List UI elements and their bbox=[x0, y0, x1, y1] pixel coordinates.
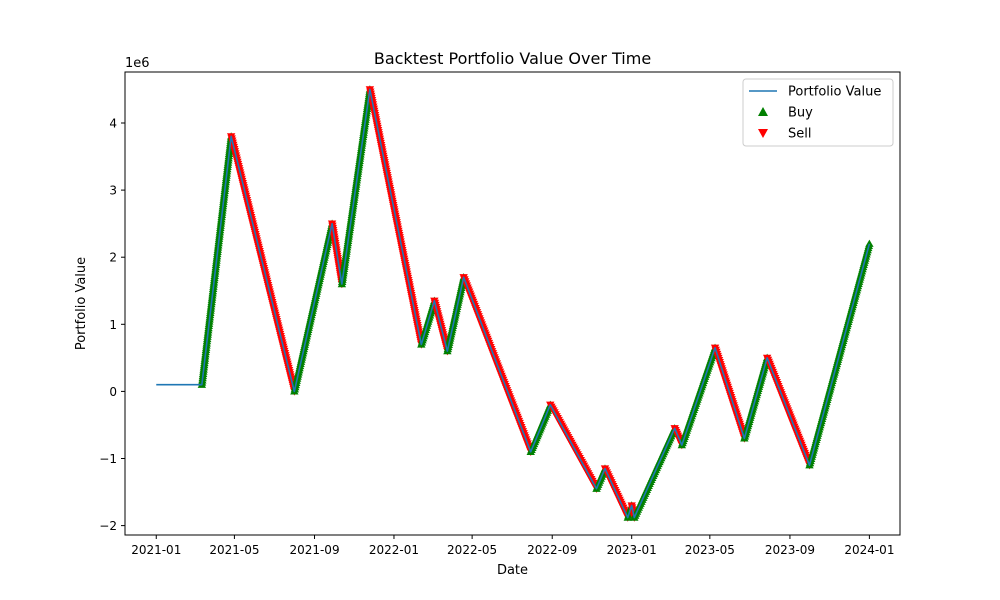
series-layer bbox=[156, 88, 871, 519]
chart-title: Backtest Portfolio Value Over Time bbox=[374, 49, 651, 68]
legend-label-0: Portfolio Value bbox=[788, 85, 881, 100]
legend-label-2: Sell bbox=[788, 127, 811, 142]
y-tick-label-3: 1 bbox=[109, 318, 117, 332]
legend: Portfolio Value Buy Sell bbox=[742, 78, 894, 147]
legend-label-1: Buy bbox=[788, 106, 813, 121]
x-tick-label-7: 2023-05 bbox=[685, 543, 735, 557]
legend-item-1: Buy bbox=[758, 106, 813, 121]
buy-marker-1194 bbox=[865, 239, 874, 247]
y-tick-label-6: 4 bbox=[109, 116, 117, 130]
x-axis-label: Date bbox=[497, 563, 528, 578]
x-axis: 2021-01 2021-05 2021-09 2022-01 2022-05 2022-… bbox=[131, 535, 894, 557]
x-tick-label-0: 2021-01 bbox=[131, 543, 181, 557]
y-axis: −2 −1 0 1 2 3 4 bbox=[99, 116, 125, 533]
y-tick-label-4: 2 bbox=[109, 251, 117, 265]
y-offset-text: 1e6 bbox=[125, 56, 150, 71]
x-tick-label-3: 2022-01 bbox=[369, 543, 419, 557]
x-tick-label-8: 2023-09 bbox=[765, 543, 815, 557]
y-tick-label-1: −1 bbox=[99, 452, 117, 466]
y-tick-label-0: −2 bbox=[99, 519, 117, 533]
x-tick-label-5: 2022-09 bbox=[527, 543, 577, 557]
x-tick-label-4: 2022-05 bbox=[447, 543, 497, 557]
legend-buy-swatch bbox=[758, 107, 768, 116]
plot-frame bbox=[124, 71, 901, 536]
x-tick-label-1: 2021-05 bbox=[209, 543, 259, 557]
legend-item-0: Portfolio Value bbox=[749, 85, 881, 100]
y-axis-label: Portfolio Value bbox=[74, 257, 89, 350]
plot-area bbox=[124, 71, 901, 536]
y-tick-label-2: 0 bbox=[109, 385, 117, 399]
legend-sell-swatch bbox=[758, 129, 768, 138]
legend-item-2: Sell bbox=[758, 127, 811, 142]
x-tick-label-2: 2021-09 bbox=[289, 543, 339, 557]
y-tick-label-5: 3 bbox=[109, 184, 117, 198]
portfolio-value-line bbox=[156, 88, 871, 519]
x-tick-label-9: 2024-01 bbox=[844, 543, 894, 557]
x-tick-label-6: 2023-01 bbox=[607, 543, 657, 557]
legend-box bbox=[742, 78, 894, 147]
